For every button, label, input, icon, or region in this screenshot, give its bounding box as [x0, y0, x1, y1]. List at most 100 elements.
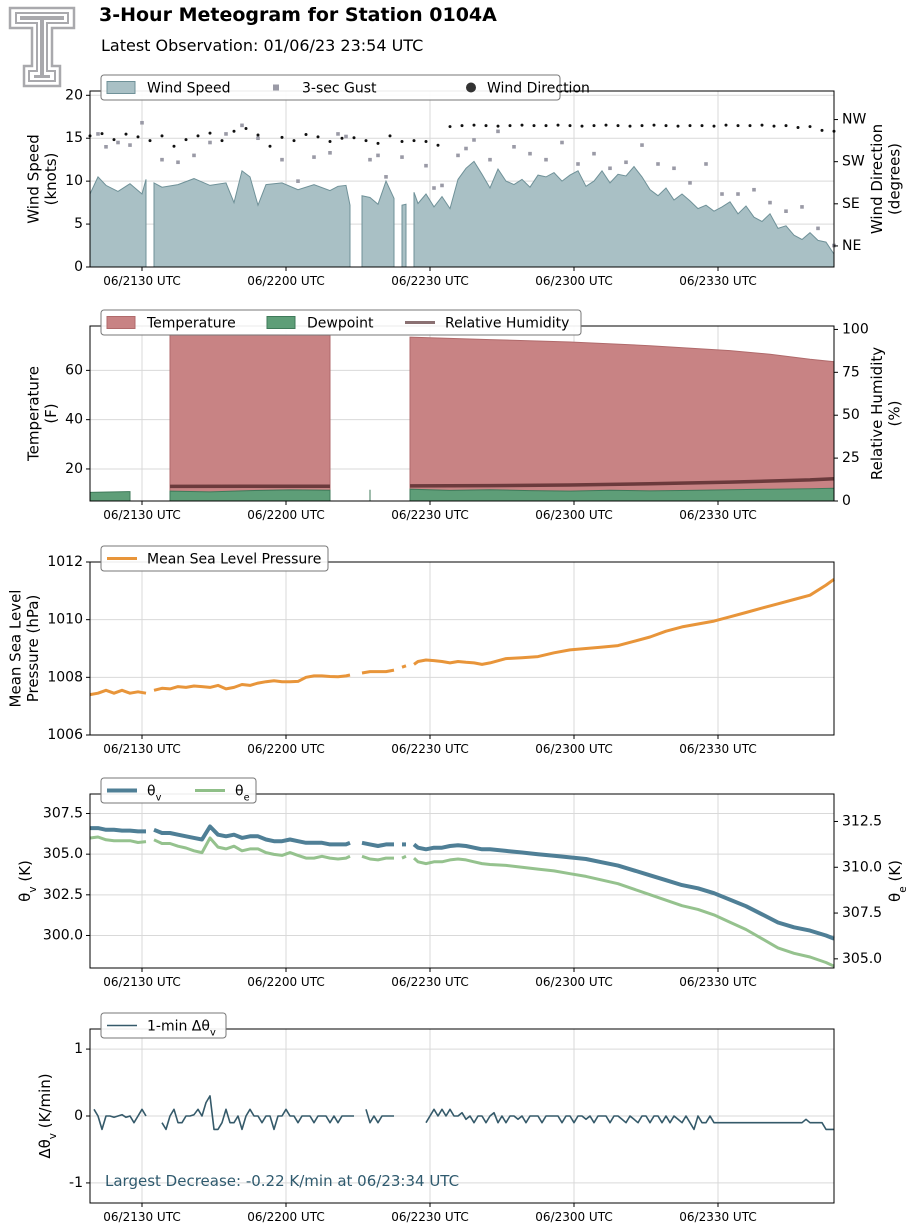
y-tick-label: 307.5 — [43, 806, 83, 822]
y-axis-label: Mean Sea LevelPressure (hPa) — [7, 590, 42, 708]
gust-point — [328, 151, 332, 155]
x-tick-label: 06/2330 UTC — [679, 274, 756, 288]
x-tick-label: 06/2200 UTC — [247, 274, 324, 288]
legend-entry-0-swatch — [106, 316, 136, 329]
direction-dot — [748, 124, 752, 128]
series-0-line — [361, 668, 395, 675]
y-tick-label: 1 — [74, 1041, 83, 1057]
series-0-area — [361, 179, 395, 268]
y-tick-label: 15 — [65, 130, 83, 146]
gust-point — [752, 187, 756, 192]
direction-dot — [664, 124, 668, 128]
gust-point — [384, 175, 388, 179]
x-tick-label: 06/2130 UTC — [103, 975, 180, 989]
y-tick-label: 1008 — [47, 669, 83, 685]
legend-entry-1-label: Dewpoint — [307, 316, 374, 332]
y2-tick-label: 305.0 — [842, 951, 882, 967]
gust-point — [736, 192, 740, 196]
gust-point — [312, 155, 316, 159]
series-0-line — [365, 1109, 394, 1124]
direction-dot — [136, 135, 140, 139]
legend-box — [100, 777, 257, 804]
gust-point — [344, 134, 348, 139]
y-tick-label: 20 — [65, 87, 83, 103]
y-tick-label: 10 — [65, 173, 83, 189]
gust-point — [624, 160, 628, 165]
direction-dot — [364, 139, 368, 143]
gust-point — [608, 166, 612, 171]
gust-point — [640, 143, 644, 147]
y-tick-label: 1012 — [47, 554, 83, 570]
direction-dot — [508, 124, 512, 128]
largest-decrease-annotation: Largest Decrease: -0.22 K/min at 06/23:3… — [105, 1172, 459, 1190]
y2-tick-label: 75 — [842, 364, 860, 380]
gust-point — [512, 145, 516, 149]
gust-point — [656, 162, 660, 166]
x-tick-label: 06/2200 UTC — [247, 508, 324, 522]
direction-dot — [496, 124, 500, 128]
direction-dot — [700, 124, 704, 128]
gust-point — [224, 132, 228, 136]
legend-entry-0-swatch — [106, 81, 136, 94]
legend-entry-0-label: Mean Sea Level Pressure — [147, 552, 321, 568]
x-tick-label: 06/2330 UTC — [679, 508, 756, 522]
gust-point — [488, 157, 492, 162]
series-0-area — [401, 203, 407, 268]
legend: Wind Speed 3-sec Gust Wind Direction — [100, 74, 590, 101]
gust-point — [256, 136, 260, 141]
legend-entry-1-swatch — [266, 316, 296, 329]
y-axis-label: θv (K) — [16, 860, 39, 902]
gust-point — [192, 153, 196, 158]
y2-axis-label: Wind Direction(degrees) — [868, 124, 903, 234]
y-tick-label: 20 — [65, 461, 83, 477]
legend-box — [100, 74, 561, 101]
gust-point — [720, 192, 724, 196]
direction-dot — [628, 124, 632, 128]
legend-entry-2-label: Relative Humidity — [445, 316, 569, 332]
series-1-area — [409, 487, 835, 502]
series-1-line — [153, 836, 351, 861]
direction-dot — [808, 125, 812, 129]
y2-axis-label: θe (K) — [886, 860, 909, 902]
series-0-area — [169, 333, 331, 502]
x-tick-label: 06/2130 UTC — [103, 742, 180, 756]
direction-dot — [556, 123, 560, 127]
y-tick-label: 0 — [74, 259, 83, 275]
legend-entry-0-label: 1-min Δθv — [147, 1019, 216, 1039]
series-0-line — [361, 840, 394, 848]
direction-dot — [796, 126, 800, 130]
direction-dot — [388, 134, 392, 138]
direction-dot — [592, 124, 596, 128]
gust-point — [140, 120, 144, 125]
gust-point — [440, 183, 444, 188]
gust-point — [376, 153, 380, 158]
series-1-area — [169, 489, 331, 502]
y2-tick-label: 0 — [842, 493, 851, 509]
gust-point — [704, 162, 708, 166]
series-0-line — [153, 824, 351, 847]
direction-dot — [460, 124, 464, 128]
series-0-line — [89, 688, 147, 697]
series-2-line — [409, 476, 835, 488]
direction-dot — [340, 136, 344, 140]
direction-dot — [208, 131, 212, 135]
direction-dot — [292, 139, 296, 143]
legend-box — [100, 545, 329, 572]
gust-point — [544, 157, 548, 162]
y2-tick-label: NE — [842, 238, 861, 254]
y2-tick-label: 310.0 — [842, 859, 882, 875]
gust-point — [672, 166, 676, 171]
y2-tick-label: 100 — [842, 321, 869, 337]
y-axis-label: Temperature(F) — [25, 366, 60, 462]
direction-dot — [472, 123, 476, 127]
direction-dot — [436, 143, 440, 147]
y-tick-label: 60 — [65, 362, 83, 378]
legend-entry-0-label: Wind Speed — [147, 81, 231, 97]
y-tick-label: 0 — [74, 1108, 83, 1124]
plot-frame — [89, 793, 835, 969]
y2-tick-label: SW — [842, 154, 865, 170]
direction-dot — [352, 136, 356, 140]
texas-tech-double-t-logo-icon — [8, 6, 76, 88]
x-tick-label: 06/2130 UTC — [103, 1210, 180, 1224]
panel-wind: 06/2130 UTC 06/2200 UTC 06/2230 UTC 06/2300… — [25, 74, 903, 288]
